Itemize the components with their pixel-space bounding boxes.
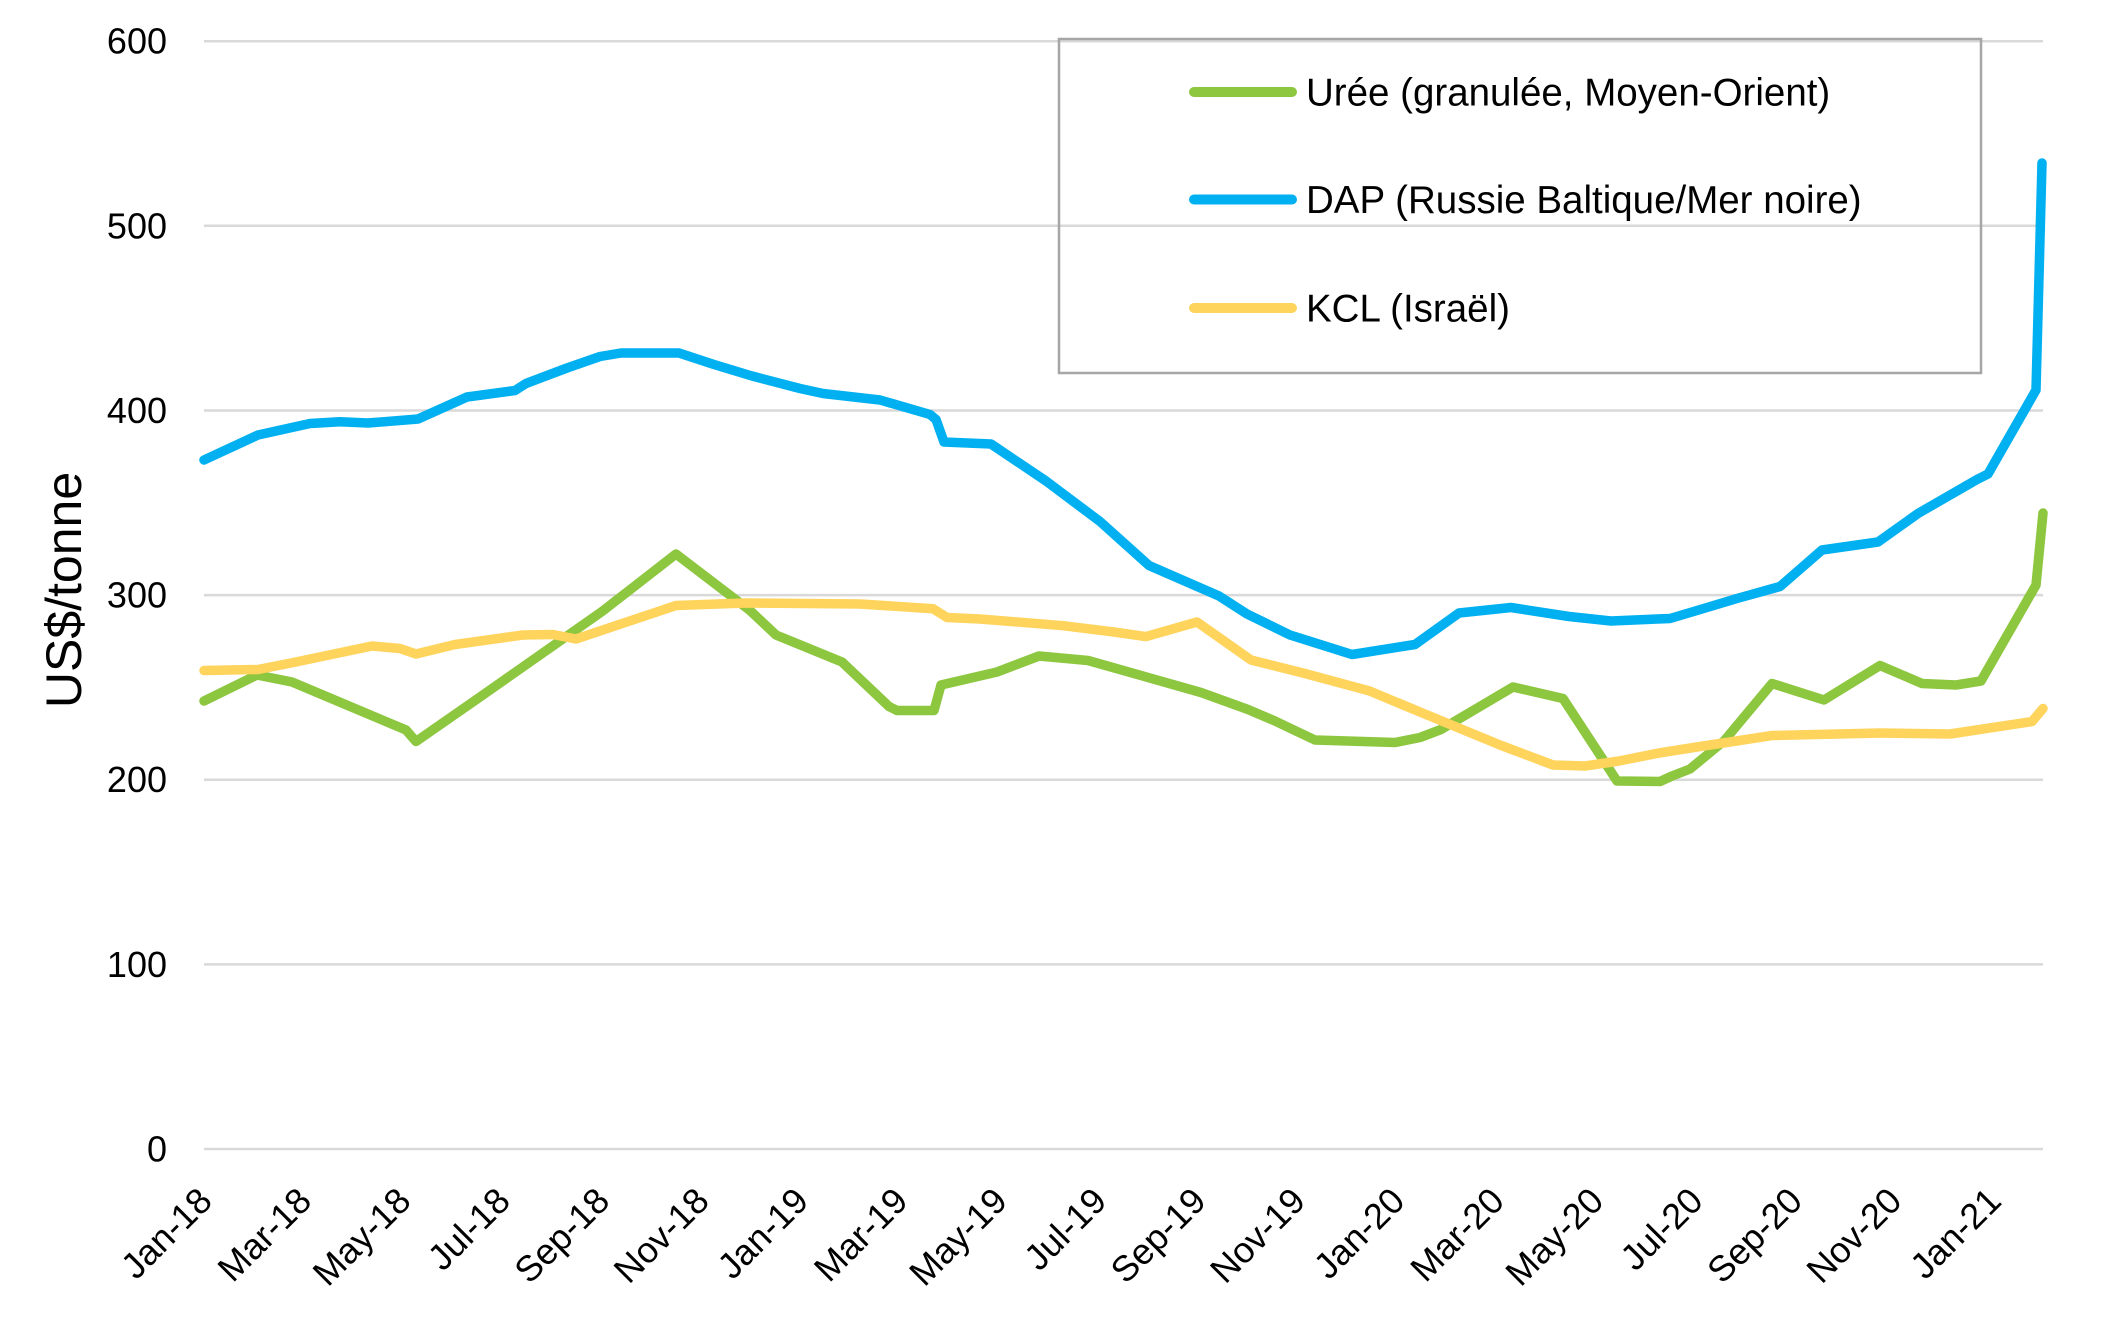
- svg-text:300: 300: [107, 575, 167, 616]
- svg-text:100: 100: [107, 944, 167, 985]
- svg-text:Jan-18: Jan-18: [113, 1180, 220, 1287]
- svg-text:May-19: May-19: [901, 1180, 1015, 1294]
- svg-text:Jan-21: Jan-21: [1902, 1180, 2009, 1287]
- svg-text:Sep-19: Sep-19: [1102, 1180, 1213, 1291]
- svg-text:Jul-19: Jul-19: [1016, 1180, 1114, 1278]
- svg-text:200: 200: [107, 759, 167, 800]
- svg-text:Jan-20: Jan-20: [1306, 1180, 1413, 1287]
- svg-text:Sep-20: Sep-20: [1699, 1180, 1810, 1291]
- svg-text:Nov-20: Nov-20: [1798, 1180, 1909, 1291]
- svg-text:Nov-18: Nov-18: [606, 1180, 717, 1291]
- svg-text:Urée (granulée, Moyen-Orient): Urée (granulée, Moyen-Orient): [1306, 72, 1830, 115]
- svg-text:KCL (Israël): KCL (Israël): [1306, 288, 1510, 331]
- svg-text:Sep-18: Sep-18: [506, 1180, 617, 1291]
- svg-text:DAP (Russie Baltique/Mer noire: DAP (Russie Baltique/Mer noire): [1306, 179, 1862, 222]
- svg-text:Nov-19: Nov-19: [1202, 1180, 1313, 1291]
- svg-text:Mar-18: Mar-18: [209, 1180, 319, 1290]
- svg-text:US$/tonne: US$/tonne: [36, 472, 92, 708]
- svg-text:Mar-20: Mar-20: [1402, 1180, 1512, 1290]
- svg-text:Mar-19: Mar-19: [806, 1180, 916, 1290]
- svg-text:600: 600: [107, 21, 167, 62]
- svg-text:0: 0: [147, 1129, 167, 1170]
- svg-text:400: 400: [107, 390, 167, 431]
- svg-text:Jul-18: Jul-18: [420, 1180, 518, 1278]
- svg-text:500: 500: [107, 205, 167, 246]
- svg-text:Jul-20: Jul-20: [1612, 1180, 1710, 1278]
- svg-text:May-18: May-18: [305, 1180, 419, 1294]
- svg-text:May-20: May-20: [1497, 1180, 1611, 1294]
- svg-text:Jan-19: Jan-19: [709, 1180, 816, 1287]
